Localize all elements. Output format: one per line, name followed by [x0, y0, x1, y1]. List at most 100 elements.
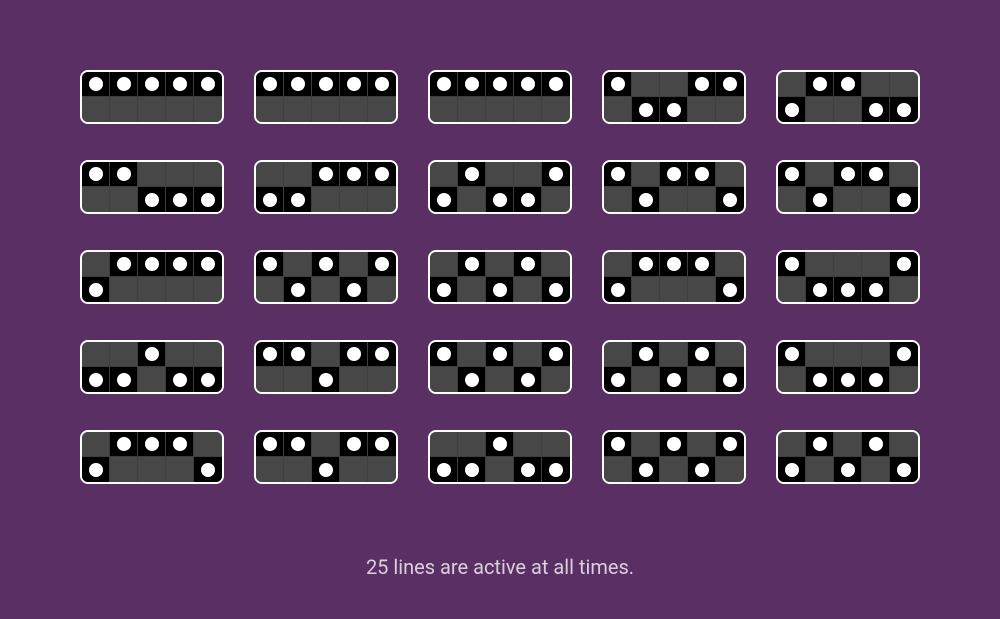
dot [723, 283, 737, 297]
cell [284, 367, 312, 392]
cell [890, 342, 918, 367]
dot [611, 437, 625, 451]
cell [368, 367, 396, 392]
cell [542, 432, 570, 457]
dot [465, 167, 479, 181]
cell [284, 277, 312, 302]
dot [639, 347, 653, 361]
cell [862, 72, 890, 97]
dot [437, 347, 451, 361]
cell [486, 97, 514, 122]
dot [813, 77, 827, 91]
dot [201, 373, 215, 387]
cell [458, 432, 486, 457]
cell [514, 252, 542, 277]
dot [639, 103, 653, 117]
cell [166, 367, 194, 392]
cell [430, 162, 458, 187]
cell [256, 367, 284, 392]
cell [834, 432, 862, 457]
cell [660, 277, 688, 302]
cell [604, 252, 632, 277]
cell [82, 252, 110, 277]
cell [778, 187, 806, 212]
cell [368, 432, 396, 457]
cell [542, 342, 570, 367]
payline-tile-10 [776, 160, 920, 214]
dot [263, 77, 277, 91]
cell [778, 367, 806, 392]
cell [604, 72, 632, 97]
dot [869, 283, 883, 297]
dot [117, 373, 131, 387]
cell [778, 97, 806, 122]
dot [695, 347, 709, 361]
cell [688, 367, 716, 392]
cell [660, 72, 688, 97]
dot [437, 77, 451, 91]
dot [263, 257, 277, 271]
dot [117, 257, 131, 271]
cell [542, 367, 570, 392]
cell [430, 97, 458, 122]
cell [688, 252, 716, 277]
cell [716, 342, 744, 367]
cell [514, 277, 542, 302]
cell [890, 252, 918, 277]
cell [430, 342, 458, 367]
dot [145, 437, 159, 451]
dot [173, 373, 187, 387]
dot [813, 193, 827, 207]
dot [549, 77, 563, 91]
cell [514, 72, 542, 97]
cell [284, 252, 312, 277]
cell [458, 367, 486, 392]
payline-tile-14 [602, 250, 746, 304]
cell [110, 187, 138, 212]
cell [688, 97, 716, 122]
dot [785, 463, 799, 477]
dot [89, 77, 103, 91]
cell [862, 162, 890, 187]
cell [458, 277, 486, 302]
cell [890, 97, 918, 122]
cell [312, 277, 340, 302]
cell [138, 342, 166, 367]
cell [166, 97, 194, 122]
cell [138, 277, 166, 302]
dot [841, 283, 855, 297]
dot [89, 463, 103, 477]
dot [549, 347, 563, 361]
cell [110, 342, 138, 367]
cell [312, 342, 340, 367]
payline-tile-4 [602, 70, 746, 124]
payline-tile-13 [428, 250, 572, 304]
dot [347, 167, 361, 181]
payline-tile-5 [776, 70, 920, 124]
cell [604, 97, 632, 122]
cell [716, 72, 744, 97]
dot [173, 257, 187, 271]
cell [82, 97, 110, 122]
cell [604, 162, 632, 187]
dot [695, 257, 709, 271]
cell [340, 252, 368, 277]
cell [660, 162, 688, 187]
cell [632, 97, 660, 122]
payline-tile-6 [80, 160, 224, 214]
payline-tile-21 [80, 430, 224, 484]
dot [437, 463, 451, 477]
dot [841, 77, 855, 91]
cell [284, 457, 312, 482]
dot [723, 373, 737, 387]
dot [841, 167, 855, 181]
dot [347, 347, 361, 361]
dot [493, 347, 507, 361]
dot [263, 437, 277, 451]
cell [604, 432, 632, 457]
cell [312, 72, 340, 97]
cell [806, 162, 834, 187]
cell [660, 342, 688, 367]
cell [834, 162, 862, 187]
dot [897, 257, 911, 271]
